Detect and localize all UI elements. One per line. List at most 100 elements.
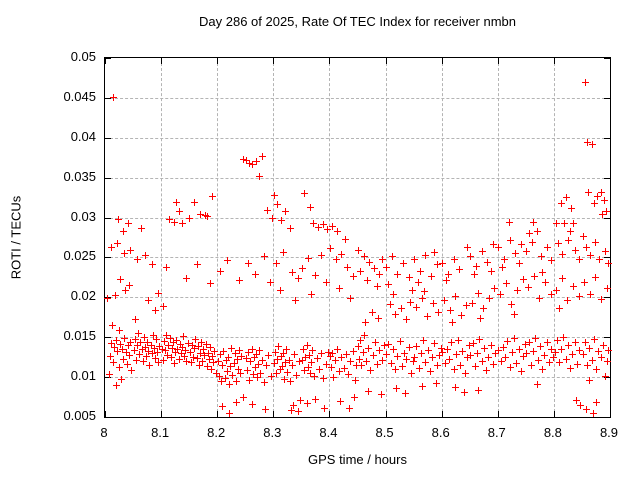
data-point-plus-marker	[358, 362, 366, 370]
data-point-plus-marker	[246, 376, 254, 384]
data-point-plus-marker	[276, 366, 284, 374]
data-point-plus-marker	[402, 390, 410, 398]
data-point-plus-marker	[377, 391, 385, 399]
data-point-plus-marker	[296, 396, 304, 404]
data-point-plus-marker	[550, 354, 558, 362]
data-point-plus-marker	[356, 356, 364, 364]
data-point-plus-marker	[210, 359, 218, 367]
x-axis-label: GPS time / hours	[308, 452, 407, 467]
data-point-plus-marker	[284, 368, 292, 376]
data-point-plus-marker	[602, 248, 609, 256]
data-point-plus-marker	[357, 336, 365, 344]
data-point-plus-marker	[463, 301, 471, 309]
data-point-plus-marker	[327, 245, 335, 253]
tick-mark-bottom	[217, 411, 219, 417]
data-point-plus-marker	[323, 279, 331, 287]
data-point-plus-marker	[553, 286, 561, 294]
tick-mark-right	[604, 177, 610, 179]
data-point-plus-marker	[318, 350, 326, 358]
data-point-plus-marker	[582, 406, 590, 414]
data-point-plus-marker	[214, 358, 222, 366]
data-point-plus-marker	[333, 345, 341, 353]
data-point-plus-marker	[340, 364, 348, 372]
data-point-plus-marker	[443, 345, 451, 353]
data-point-plus-marker	[127, 246, 135, 254]
data-point-plus-marker	[281, 376, 289, 383]
data-point-plus-marker	[582, 244, 590, 252]
data-point-plus-marker	[307, 359, 315, 367]
data-point-plus-marker	[329, 349, 337, 357]
data-point-plus-marker	[351, 376, 359, 384]
data-point-plus-marker	[169, 339, 177, 347]
data-point-plus-marker	[477, 314, 485, 322]
data-point-plus-marker	[270, 360, 278, 368]
data-point-plus-marker	[251, 364, 259, 372]
data-point-plus-marker	[113, 239, 121, 247]
data-point-plus-marker	[249, 161, 257, 169]
data-point-plus-marker	[483, 367, 491, 375]
data-point-plus-marker	[205, 356, 213, 364]
data-point-plus-marker	[286, 377, 294, 385]
gridline-vertical	[329, 58, 331, 417]
data-point-plus-marker	[562, 194, 570, 202]
gridline-horizontal	[105, 217, 610, 219]
data-point-plus-marker	[383, 263, 391, 271]
tick-mark-right	[604, 137, 610, 139]
data-point-plus-marker	[581, 279, 589, 287]
data-point-plus-marker	[387, 360, 395, 368]
data-point-plus-marker	[248, 400, 256, 408]
data-point-plus-marker	[557, 200, 565, 208]
tick-mark-bottom	[161, 411, 163, 417]
data-point-plus-marker	[360, 332, 368, 340]
x-tick-label: 8	[100, 425, 108, 440]
data-point-plus-marker	[279, 350, 287, 358]
y-tick-label: 0.01	[70, 368, 96, 384]
data-point-plus-marker	[403, 316, 411, 324]
data-point-plus-marker	[452, 351, 460, 359]
data-point-plus-marker	[403, 356, 411, 364]
data-point-plus-marker	[441, 360, 449, 368]
x-tick-label: 8.8	[543, 425, 562, 440]
data-point-plus-marker	[140, 333, 148, 341]
data-point-plus-marker	[498, 263, 506, 271]
data-point-plus-marker	[491, 285, 499, 293]
data-point-plus-marker	[444, 270, 452, 278]
data-point-plus-marker	[603, 285, 611, 293]
data-point-plus-marker	[564, 237, 572, 245]
data-point-plus-marker	[446, 356, 454, 364]
data-point-plus-marker	[131, 336, 139, 344]
data-point-plus-marker	[470, 271, 478, 279]
data-point-plus-marker	[502, 280, 510, 288]
data-point-plus-marker	[433, 362, 441, 370]
data-point-plus-marker	[450, 255, 458, 263]
data-point-plus-marker	[567, 364, 575, 372]
data-point-plus-marker	[114, 348, 122, 356]
data-point-plus-marker	[221, 375, 229, 383]
data-point-plus-marker	[277, 352, 285, 360]
data-point-plus-marker	[107, 352, 115, 360]
data-point-plus-marker	[113, 336, 121, 344]
data-point-plus-marker	[603, 207, 611, 215]
data-point-plus-marker	[121, 335, 129, 343]
data-point-plus-marker	[570, 282, 578, 290]
data-point-plus-marker	[302, 354, 310, 362]
data-point-plus-marker	[328, 364, 336, 372]
tick-mark-top	[553, 58, 555, 64]
data-point-plus-marker	[135, 329, 143, 337]
data-point-plus-marker	[368, 308, 376, 316]
data-point-plus-marker	[219, 361, 227, 369]
data-point-plus-marker	[392, 366, 400, 374]
data-point-plus-marker	[365, 344, 373, 352]
data-point-plus-marker	[199, 357, 207, 365]
data-point-plus-marker	[506, 237, 514, 245]
data-point-plus-marker	[571, 338, 579, 346]
data-point-plus-marker	[202, 340, 210, 348]
data-point-plus-marker	[257, 369, 265, 377]
data-point-plus-marker	[511, 310, 519, 318]
data-point-plus-marker	[242, 157, 250, 165]
data-point-plus-marker	[412, 304, 420, 312]
data-point-plus-marker	[520, 352, 528, 360]
data-point-plus-marker	[118, 345, 126, 353]
data-point-plus-marker	[250, 354, 258, 362]
data-point-plus-marker	[209, 352, 217, 360]
